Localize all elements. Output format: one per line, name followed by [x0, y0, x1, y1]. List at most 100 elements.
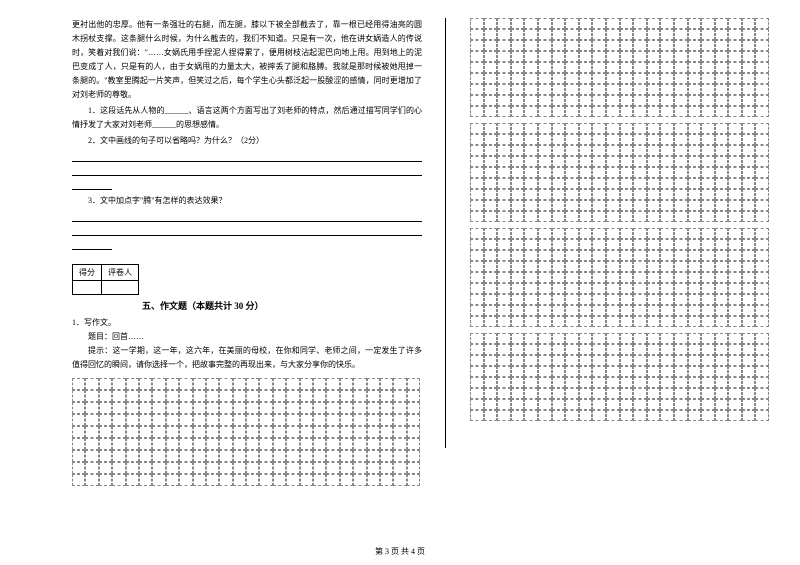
- grid-cell[interactable]: [592, 145, 606, 156]
- grid-cell[interactable]: [326, 438, 339, 450]
- grid-cell[interactable]: [674, 123, 688, 134]
- grid-cell[interactable]: [112, 462, 125, 474]
- grid-cell[interactable]: [524, 189, 538, 200]
- grid-cell[interactable]: [193, 402, 206, 414]
- grid-cell[interactable]: [470, 239, 484, 250]
- grid-cell[interactable]: [592, 305, 606, 316]
- grid-cell[interactable]: [313, 378, 326, 390]
- grid-cell[interactable]: [273, 378, 286, 390]
- grid-cell[interactable]: [340, 390, 353, 402]
- grid-cell[interactable]: [565, 294, 579, 305]
- grid-cell[interactable]: [755, 366, 769, 377]
- grid-cell[interactable]: [579, 145, 593, 156]
- grid-cell[interactable]: [660, 333, 674, 344]
- grid-cell[interactable]: [139, 462, 152, 474]
- grid-cell[interactable]: [579, 189, 593, 200]
- grid-cell[interactable]: [511, 73, 525, 84]
- grid-cell[interactable]: [552, 200, 566, 211]
- grid-cell[interactable]: [484, 106, 498, 117]
- grid-cell[interactable]: [85, 438, 98, 450]
- grid-cell[interactable]: [126, 450, 139, 462]
- grid-cell[interactable]: [511, 167, 525, 178]
- grid-cell[interactable]: [273, 438, 286, 450]
- grid-cell[interactable]: [524, 250, 538, 261]
- grid-cell[interactable]: [484, 355, 498, 366]
- grid-cell[interactable]: [674, 73, 688, 84]
- grid-cell[interactable]: [484, 239, 498, 250]
- grid-cell[interactable]: [259, 414, 272, 426]
- grid-cell[interactable]: [511, 366, 525, 377]
- grid-cell[interactable]: [219, 462, 232, 474]
- grid-cell[interactable]: [647, 95, 661, 106]
- grid-cell[interactable]: [552, 250, 566, 261]
- grid-cell[interactable]: [728, 167, 742, 178]
- grid-cell[interactable]: [647, 51, 661, 62]
- grid-cell[interactable]: [660, 167, 674, 178]
- grid-cell[interactable]: [538, 189, 552, 200]
- grid-cell[interactable]: [511, 410, 525, 421]
- grid-cell[interactable]: [592, 84, 606, 95]
- grid-cell[interactable]: [497, 344, 511, 355]
- grid-cell[interactable]: [742, 84, 756, 95]
- grid-cell[interactable]: [742, 366, 756, 377]
- grid-cell[interactable]: [606, 344, 620, 355]
- grid-cell[interactable]: [579, 62, 593, 73]
- grid-cell[interactable]: [470, 145, 484, 156]
- grid-cell[interactable]: [524, 95, 538, 106]
- grid-cell[interactable]: [755, 355, 769, 366]
- grid-cell[interactable]: [579, 283, 593, 294]
- grid-cell[interactable]: [660, 211, 674, 222]
- grid-cell[interactable]: [484, 167, 498, 178]
- grid-cell[interactable]: [633, 62, 647, 73]
- grid-cell[interactable]: [524, 18, 538, 29]
- grid-cell[interactable]: [179, 426, 192, 438]
- grid-cell[interactable]: [715, 377, 729, 388]
- grid-cell[interactable]: [484, 283, 498, 294]
- grid-cell[interactable]: [701, 189, 715, 200]
- grid-cell[interactable]: [715, 211, 729, 222]
- grid-cell[interactable]: [511, 178, 525, 189]
- grid-cell[interactable]: [715, 272, 729, 283]
- grid-cell[interactable]: [340, 450, 353, 462]
- grid-cell[interactable]: [166, 450, 179, 462]
- grid-cell[interactable]: [579, 410, 593, 421]
- grid-cell[interactable]: [313, 426, 326, 438]
- grid-cell[interactable]: [674, 344, 688, 355]
- grid-cell[interactable]: [538, 40, 552, 51]
- grid-cell[interactable]: [511, 145, 525, 156]
- grid-cell[interactable]: [367, 426, 380, 438]
- grid-cell[interactable]: [126, 390, 139, 402]
- grid-cell[interactable]: [688, 294, 702, 305]
- grid-cell[interactable]: [538, 228, 552, 239]
- grid-cell[interactable]: [538, 18, 552, 29]
- grid-cell[interactable]: [565, 134, 579, 145]
- grid-cell[interactable]: [755, 410, 769, 421]
- grid-cell[interactable]: [579, 123, 593, 134]
- grid-cell[interactable]: [688, 29, 702, 40]
- grid-cell[interactable]: [166, 474, 179, 486]
- grid-cell[interactable]: [592, 366, 606, 377]
- grid-cell[interactable]: [660, 228, 674, 239]
- grid-cell[interactable]: [497, 211, 511, 222]
- grid-cell[interactable]: [606, 399, 620, 410]
- grid-cell[interactable]: [674, 18, 688, 29]
- grid-cell[interactable]: [273, 402, 286, 414]
- grid-cell[interactable]: [715, 200, 729, 211]
- grid-cell[interactable]: [85, 450, 98, 462]
- grid-cell[interactable]: [524, 283, 538, 294]
- grid-cell[interactable]: [313, 462, 326, 474]
- grid-cell[interactable]: [552, 73, 566, 84]
- grid-cell[interactable]: [565, 211, 579, 222]
- grid-cell[interactable]: [606, 366, 620, 377]
- grid-cell[interactable]: [755, 261, 769, 272]
- grid-cell[interactable]: [688, 84, 702, 95]
- grid-cell[interactable]: [647, 228, 661, 239]
- grid-cell[interactable]: [407, 426, 420, 438]
- grid-cell[interactable]: [259, 450, 272, 462]
- grid-cell[interactable]: [701, 399, 715, 410]
- grid-cell[interactable]: [470, 73, 484, 84]
- grid-cell[interactable]: [633, 40, 647, 51]
- grid-cell[interactable]: [497, 106, 511, 117]
- grid-cell[interactable]: [715, 333, 729, 344]
- grid-cell[interactable]: [742, 29, 756, 40]
